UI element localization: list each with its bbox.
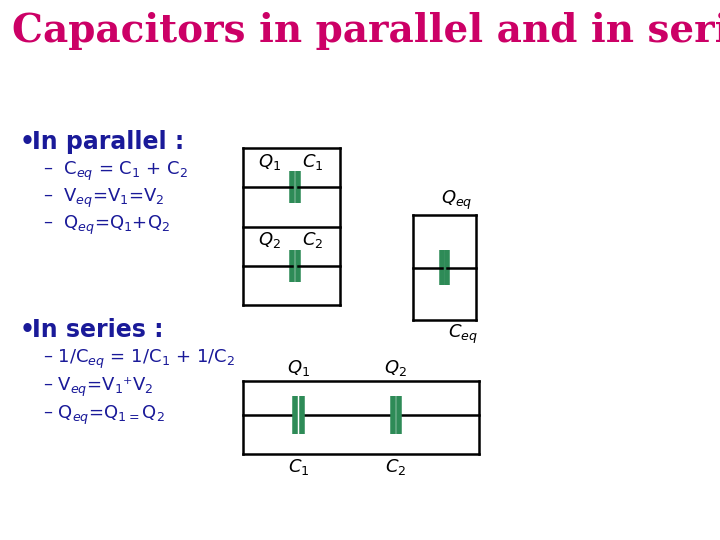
Text: $C_1$: $C_1$	[288, 457, 310, 477]
Text: In parallel :: In parallel :	[32, 130, 184, 154]
Text: –  C$_{eq}$ = C$_1$ + C$_2$: – C$_{eq}$ = C$_1$ + C$_2$	[43, 160, 189, 183]
Text: •: •	[19, 130, 35, 154]
Text: –  V$_{eq}$=V$_1$=V$_2$: – V$_{eq}$=V$_1$=V$_2$	[43, 187, 165, 210]
Text: $Q_1$: $Q_1$	[258, 152, 282, 172]
Text: •: •	[19, 318, 35, 342]
Text: Capacitors in parallel and in series: Capacitors in parallel and in series	[12, 12, 720, 50]
Text: $Q_1$: $Q_1$	[287, 358, 310, 378]
Text: – Q$_{eq}$=Q$_{1=}$Q$_2$: – Q$_{eq}$=Q$_{1=}$Q$_2$	[43, 404, 165, 427]
Text: $C_2$: $C_2$	[385, 457, 406, 477]
Text: – V$_{eq}$=V$_1$⁺​V$_2$: – V$_{eq}$=V$_1$⁺​V$_2$	[43, 376, 153, 399]
Text: In series :: In series :	[32, 318, 163, 342]
Text: $Q_{eq}$: $Q_{eq}$	[441, 189, 472, 212]
Text: $C_2$: $C_2$	[302, 231, 323, 251]
Text: –  Q$_{eq}$=Q$_1$+Q$_2$: – Q$_{eq}$=Q$_1$+Q$_2$	[43, 214, 170, 237]
Text: $Q_2$: $Q_2$	[258, 231, 282, 251]
Text: $Q_2$: $Q_2$	[384, 358, 408, 378]
Text: – 1/C$_{eq}$ = 1/C$_1$ + 1/C$_2$: – 1/C$_{eq}$ = 1/C$_1$ + 1/C$_2$	[43, 348, 235, 371]
Text: $C_1$: $C_1$	[302, 152, 323, 172]
Text: $C_{eq}$: $C_{eq}$	[448, 323, 477, 346]
